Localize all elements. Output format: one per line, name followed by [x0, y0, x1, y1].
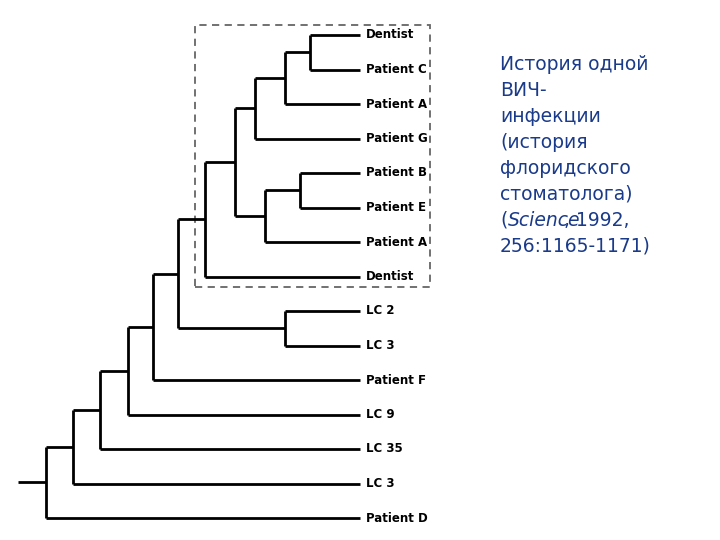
- Text: (: (: [500, 211, 508, 230]
- Text: Patient E: Patient E: [366, 201, 426, 214]
- Text: LC 3: LC 3: [366, 477, 395, 490]
- Text: Dentist: Dentist: [366, 270, 415, 283]
- Text: Patient B: Patient B: [366, 166, 427, 179]
- Text: флоридского: флоридского: [500, 159, 631, 178]
- Text: ВИЧ-: ВИЧ-: [500, 81, 546, 100]
- Text: Patient A: Patient A: [366, 235, 427, 248]
- Text: LC 9: LC 9: [366, 408, 395, 421]
- Text: Dentist: Dentist: [366, 29, 415, 42]
- Text: Patient A: Patient A: [366, 98, 427, 111]
- Text: Patient C: Patient C: [366, 63, 427, 76]
- Text: LC 35: LC 35: [366, 442, 402, 456]
- Text: Science: Science: [508, 211, 580, 230]
- Text: (история: (история: [500, 133, 588, 152]
- Text: инфекции: инфекции: [500, 107, 601, 126]
- Text: стоматолога): стоматолога): [500, 185, 632, 204]
- Text: LC 2: LC 2: [366, 305, 395, 318]
- Text: , 1992,: , 1992,: [564, 211, 629, 230]
- Text: 256:1165-1171): 256:1165-1171): [500, 237, 651, 256]
- Text: Patient F: Patient F: [366, 374, 426, 387]
- Text: Patient G: Patient G: [366, 132, 428, 145]
- Text: LC 3: LC 3: [366, 339, 395, 352]
- Text: Patient D: Patient D: [366, 511, 428, 524]
- Bar: [195, 25, 430, 287]
- Text: История одной: История одной: [500, 55, 649, 74]
